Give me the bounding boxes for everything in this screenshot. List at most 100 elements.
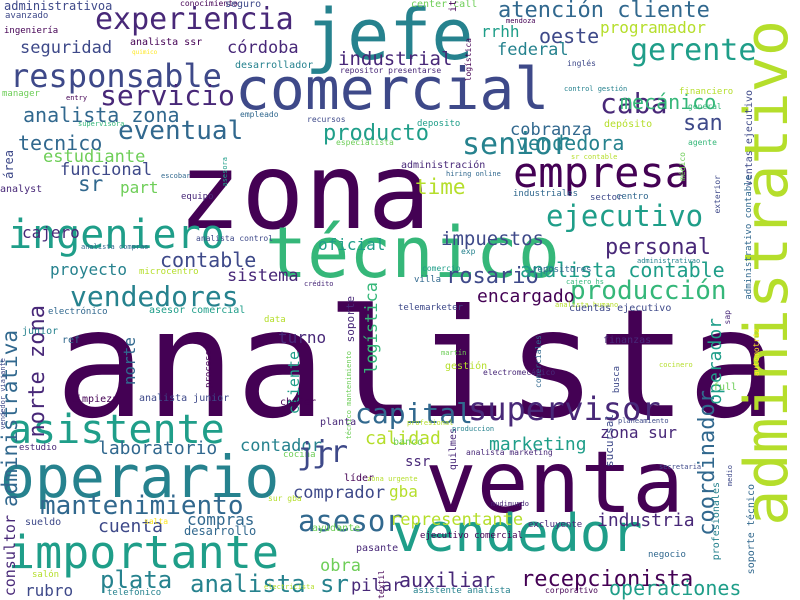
cloud-word: san — [683, 111, 723, 136]
cloud-word: logística — [464, 38, 473, 82]
cloud-word: plata — [100, 566, 173, 594]
cloud-word: cocinero — [659, 361, 693, 369]
cloud-word: analista — [55, 278, 778, 452]
cloud-word: supervisor — [468, 390, 661, 428]
cloud-word: estudiante — [43, 147, 146, 167]
cloud-word: representante — [390, 510, 524, 530]
cloud-word: corporativo — [545, 586, 598, 595]
cloud-word: jr — [312, 435, 349, 470]
cloud-word: importante — [8, 526, 279, 579]
cloud-word: personal — [605, 235, 711, 260]
cloud-word: asesor comercial — [149, 305, 246, 316]
cloud-word: textil — [377, 570, 386, 599]
cloud-word: córdoba — [227, 38, 299, 58]
cloud-word: programador — [600, 18, 706, 37]
cloud-word: comercial — [235, 55, 550, 123]
cloud-word: automotriz — [752, 328, 761, 377]
cloud-word: empresa — [513, 148, 691, 197]
cloud-word: financiero — [679, 87, 734, 97]
cloud-word: gba — [389, 482, 418, 501]
cloud-word: médico — [678, 152, 687, 181]
cloud-word: limpieza — [70, 394, 119, 405]
cloud-word: mantenimiento — [40, 491, 244, 521]
cloud-word: analista ssr — [130, 37, 203, 48]
cloud-word: contador — [240, 436, 322, 456]
cloud-word: profesionales — [711, 482, 722, 561]
cloud-word: inglés — [567, 59, 596, 68]
cloud-word: sr — [78, 172, 104, 196]
cloud-word: logística — [362, 282, 382, 375]
cloud-word: cuenta — [98, 516, 164, 537]
cloud-word: banco — [393, 437, 424, 448]
cloud-word: supervisora — [78, 120, 125, 128]
cloud-word: administración — [401, 160, 486, 171]
cloud-word: técnico — [265, 212, 561, 294]
cloud-word: auxiliar — [399, 568, 496, 592]
cloud-word: gerente — [630, 33, 757, 68]
cloud-word: seguro — [225, 0, 262, 10]
cloud-word: equipo — [181, 192, 214, 202]
cloud-word: profesional — [407, 419, 454, 427]
cloud-word: asistente — [8, 407, 225, 453]
cloud-word: planeamiento — [618, 417, 669, 425]
cloud-word: repositor presentarse — [340, 66, 442, 75]
cloud-word: salta — [144, 517, 169, 526]
cloud-word: cocina — [283, 450, 316, 460]
cloud-word: mendoza — [506, 17, 536, 25]
cloud-word: ingeniería — [4, 26, 59, 36]
cloud-word: chofer — [280, 397, 317, 408]
cloud-word: analista junior — [139, 393, 230, 404]
cloud-word: industrial — [338, 48, 453, 70]
cloud-word: ejecutivo comercial — [420, 531, 523, 541]
cloud-word: exp — [461, 247, 476, 256]
cloud-word: administrativoa — [4, 0, 113, 13]
cloud-word: avanzado — [5, 11, 49, 21]
cloud-word: caba — [600, 87, 668, 120]
cloud-word: telefónico — [107, 588, 162, 598]
cloud-word: tecnico — [18, 131, 103, 155]
cloud-word: área — [2, 150, 16, 179]
cloud-word: soporte — [344, 296, 357, 343]
cloud-word: encargado — [477, 286, 575, 307]
cloud-word: rosario — [446, 264, 539, 289]
cloud-word: responsable — [10, 57, 222, 95]
cloud-word: mudimundo — [491, 500, 529, 508]
cloud-word: planta — [320, 417, 357, 428]
cloud-word: jefe — [305, 0, 474, 76]
cloud-word: comercio — [422, 264, 461, 273]
cloud-word: experiencia — [95, 2, 294, 37]
cloud-word: time — [415, 175, 466, 199]
cloud-word: jr — [297, 437, 334, 472]
cloud-word: electromecánico — [483, 368, 556, 377]
cloud-word: consultor — [1, 515, 19, 597]
cloud-word: ingeniero — [8, 212, 225, 258]
cloud-word: conocimiento — [180, 0, 238, 8]
cloud-word: analista marketing — [466, 448, 553, 457]
cloud-word: deposito — [417, 119, 461, 129]
cloud-word: analista humano — [555, 301, 619, 309]
cloud-word: sector — [590, 193, 623, 203]
cloud-word: hiring online — [446, 170, 501, 178]
cloud-word: zona — [178, 131, 431, 253]
cloud-word: sr contable — [571, 153, 618, 161]
cloud-word: sistema — [227, 266, 299, 286]
cloud-word: especialista — [336, 138, 394, 147]
cloud-word: vendedor viajante — [0, 358, 7, 430]
cloud-word: cajero — [22, 223, 80, 242]
cloud-word: oficial — [318, 235, 386, 254]
cloud-word: centro — [616, 192, 649, 202]
cloud-word: produccion — [452, 425, 495, 433]
cloud-word: federal — [497, 40, 569, 60]
cloud-word: capital — [355, 397, 474, 430]
cloud-word: norte zona — [25, 305, 50, 438]
cloud-word: finanzas — [603, 335, 652, 346]
cloud-word: producción — [570, 276, 727, 306]
cloud-word: negocio — [648, 550, 686, 560]
cloud-word: operario — [0, 443, 280, 511]
cloud-word: seguridad — [20, 38, 113, 58]
cloud-word: crédito — [304, 280, 334, 288]
cloud-word: producto — [323, 121, 429, 146]
cloud-word: quilmes — [448, 428, 459, 471]
cloud-word: asesor — [298, 504, 403, 538]
